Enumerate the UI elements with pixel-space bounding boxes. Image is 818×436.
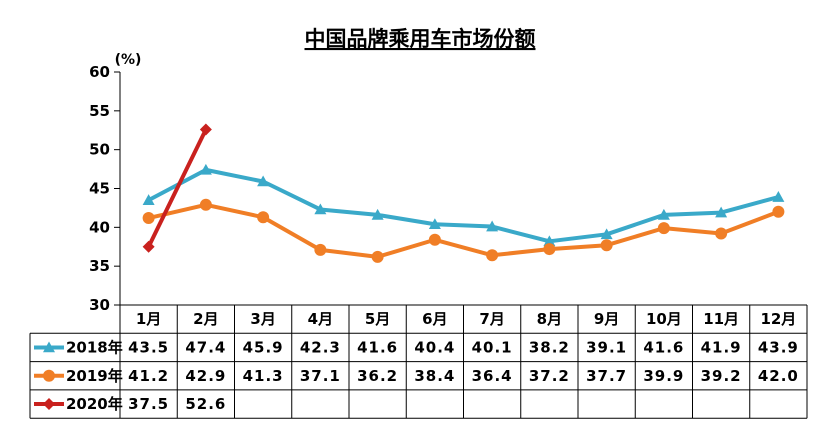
x-tick-label: 10月 <box>646 310 682 328</box>
series-line <box>146 128 208 248</box>
data-point <box>486 220 499 232</box>
x-tick-label: 3月 <box>250 310 275 328</box>
data-point <box>715 227 728 240</box>
legend-label: 2020年 <box>66 395 123 413</box>
data-point <box>543 235 556 247</box>
y-tick-label: 55 <box>89 102 110 120</box>
data-table-value: 42.3 <box>300 338 341 356</box>
x-tick-label: 1月 <box>136 310 161 328</box>
data-point <box>142 212 155 225</box>
data-point <box>600 228 613 240</box>
data-table-value: 39.1 <box>586 338 627 356</box>
plot-area <box>142 123 785 263</box>
data-table-value: 42.9 <box>185 367 226 385</box>
y-tick-label: 50 <box>89 141 110 159</box>
data-point <box>428 218 441 230</box>
data-point <box>199 123 212 136</box>
data-table-value: 37.5 <box>128 395 169 413</box>
data-point <box>314 203 327 215</box>
y-tick-label: 60 <box>89 63 110 81</box>
x-tick-label: 9月 <box>594 310 619 328</box>
series-line <box>148 202 780 259</box>
legend-label: 2019年 <box>66 367 123 385</box>
x-tick-label: 7月 <box>479 310 504 328</box>
data-point <box>600 239 613 252</box>
axes: 30 35 40 45 50 55 60 <box>89 63 121 314</box>
data-table-value: 37.1 <box>300 367 341 385</box>
data-table-value: 40.1 <box>472 338 513 356</box>
x-tick-label: 5月 <box>365 310 390 328</box>
y-tick-label: 30 <box>89 296 110 314</box>
legend-marker <box>43 341 55 353</box>
data-table-value: 38.2 <box>529 338 570 356</box>
y-unit-label: (%) <box>115 52 142 68</box>
data-table-value: 42.0 <box>758 367 799 385</box>
series-line <box>147 167 779 244</box>
data-point <box>772 205 785 218</box>
data-point <box>199 163 212 175</box>
data-table-value: 40.4 <box>414 338 455 356</box>
data-point <box>657 208 670 220</box>
data-point <box>657 222 670 235</box>
data-point <box>257 175 270 187</box>
x-tick-label: 12月 <box>760 310 796 328</box>
chart-title: 中国品牌乘用车市场份额 <box>305 27 536 51</box>
data-table-value: 38.4 <box>414 367 455 385</box>
data-point <box>142 194 155 205</box>
data-point <box>543 243 556 256</box>
data-point <box>772 191 785 202</box>
data-table-value: 45.9 <box>243 338 284 356</box>
x-tick-label: 8月 <box>537 310 562 328</box>
data-table-value: 43.9 <box>758 338 799 356</box>
data-table-value: 36.2 <box>357 367 398 385</box>
x-tick-label: 4月 <box>308 310 333 328</box>
data-table-value: 37.7 <box>586 367 627 385</box>
x-tick-label: 11月 <box>703 310 739 328</box>
data-table-value: 41.3 <box>243 367 284 385</box>
legend-label: 2018年 <box>66 338 123 356</box>
data-table-value: 52.6 <box>185 395 226 413</box>
data-table-value: 41.6 <box>357 338 398 356</box>
legend-marker <box>43 369 55 382</box>
y-tick-label: 45 <box>89 180 110 198</box>
data-table-value: 36.4 <box>472 367 513 385</box>
data-point <box>371 250 384 263</box>
data-table-value: 41.9 <box>701 338 742 356</box>
data-point <box>715 206 728 218</box>
data-table-value: 37.2 <box>529 367 570 385</box>
data-table-value: 41.2 <box>128 367 169 385</box>
data-point <box>371 208 384 220</box>
data-point <box>428 233 441 246</box>
data-table-value: 47.4 <box>185 338 226 356</box>
data-table-value: 43.5 <box>128 338 169 356</box>
y-tick-label: 35 <box>89 257 110 275</box>
data-point <box>314 243 327 256</box>
data-table: 1月 2月 3月 4月 5月 6月 7月 8月 9月 10月 11月 12月 2018年 43.5 47.4… <box>29 304 808 419</box>
data-point <box>199 198 212 211</box>
y-tick-label: 40 <box>89 218 110 236</box>
data-table-value: 39.9 <box>643 367 684 385</box>
data-table-value: 39.2 <box>701 367 742 385</box>
x-tick-label: 6月 <box>422 310 447 328</box>
data-point <box>142 240 155 253</box>
data-point <box>257 211 270 224</box>
legend-marker <box>43 398 55 411</box>
data-point <box>486 249 499 262</box>
data-table-value: 41.6 <box>643 338 684 356</box>
x-tick-label: 2月 <box>193 310 218 328</box>
